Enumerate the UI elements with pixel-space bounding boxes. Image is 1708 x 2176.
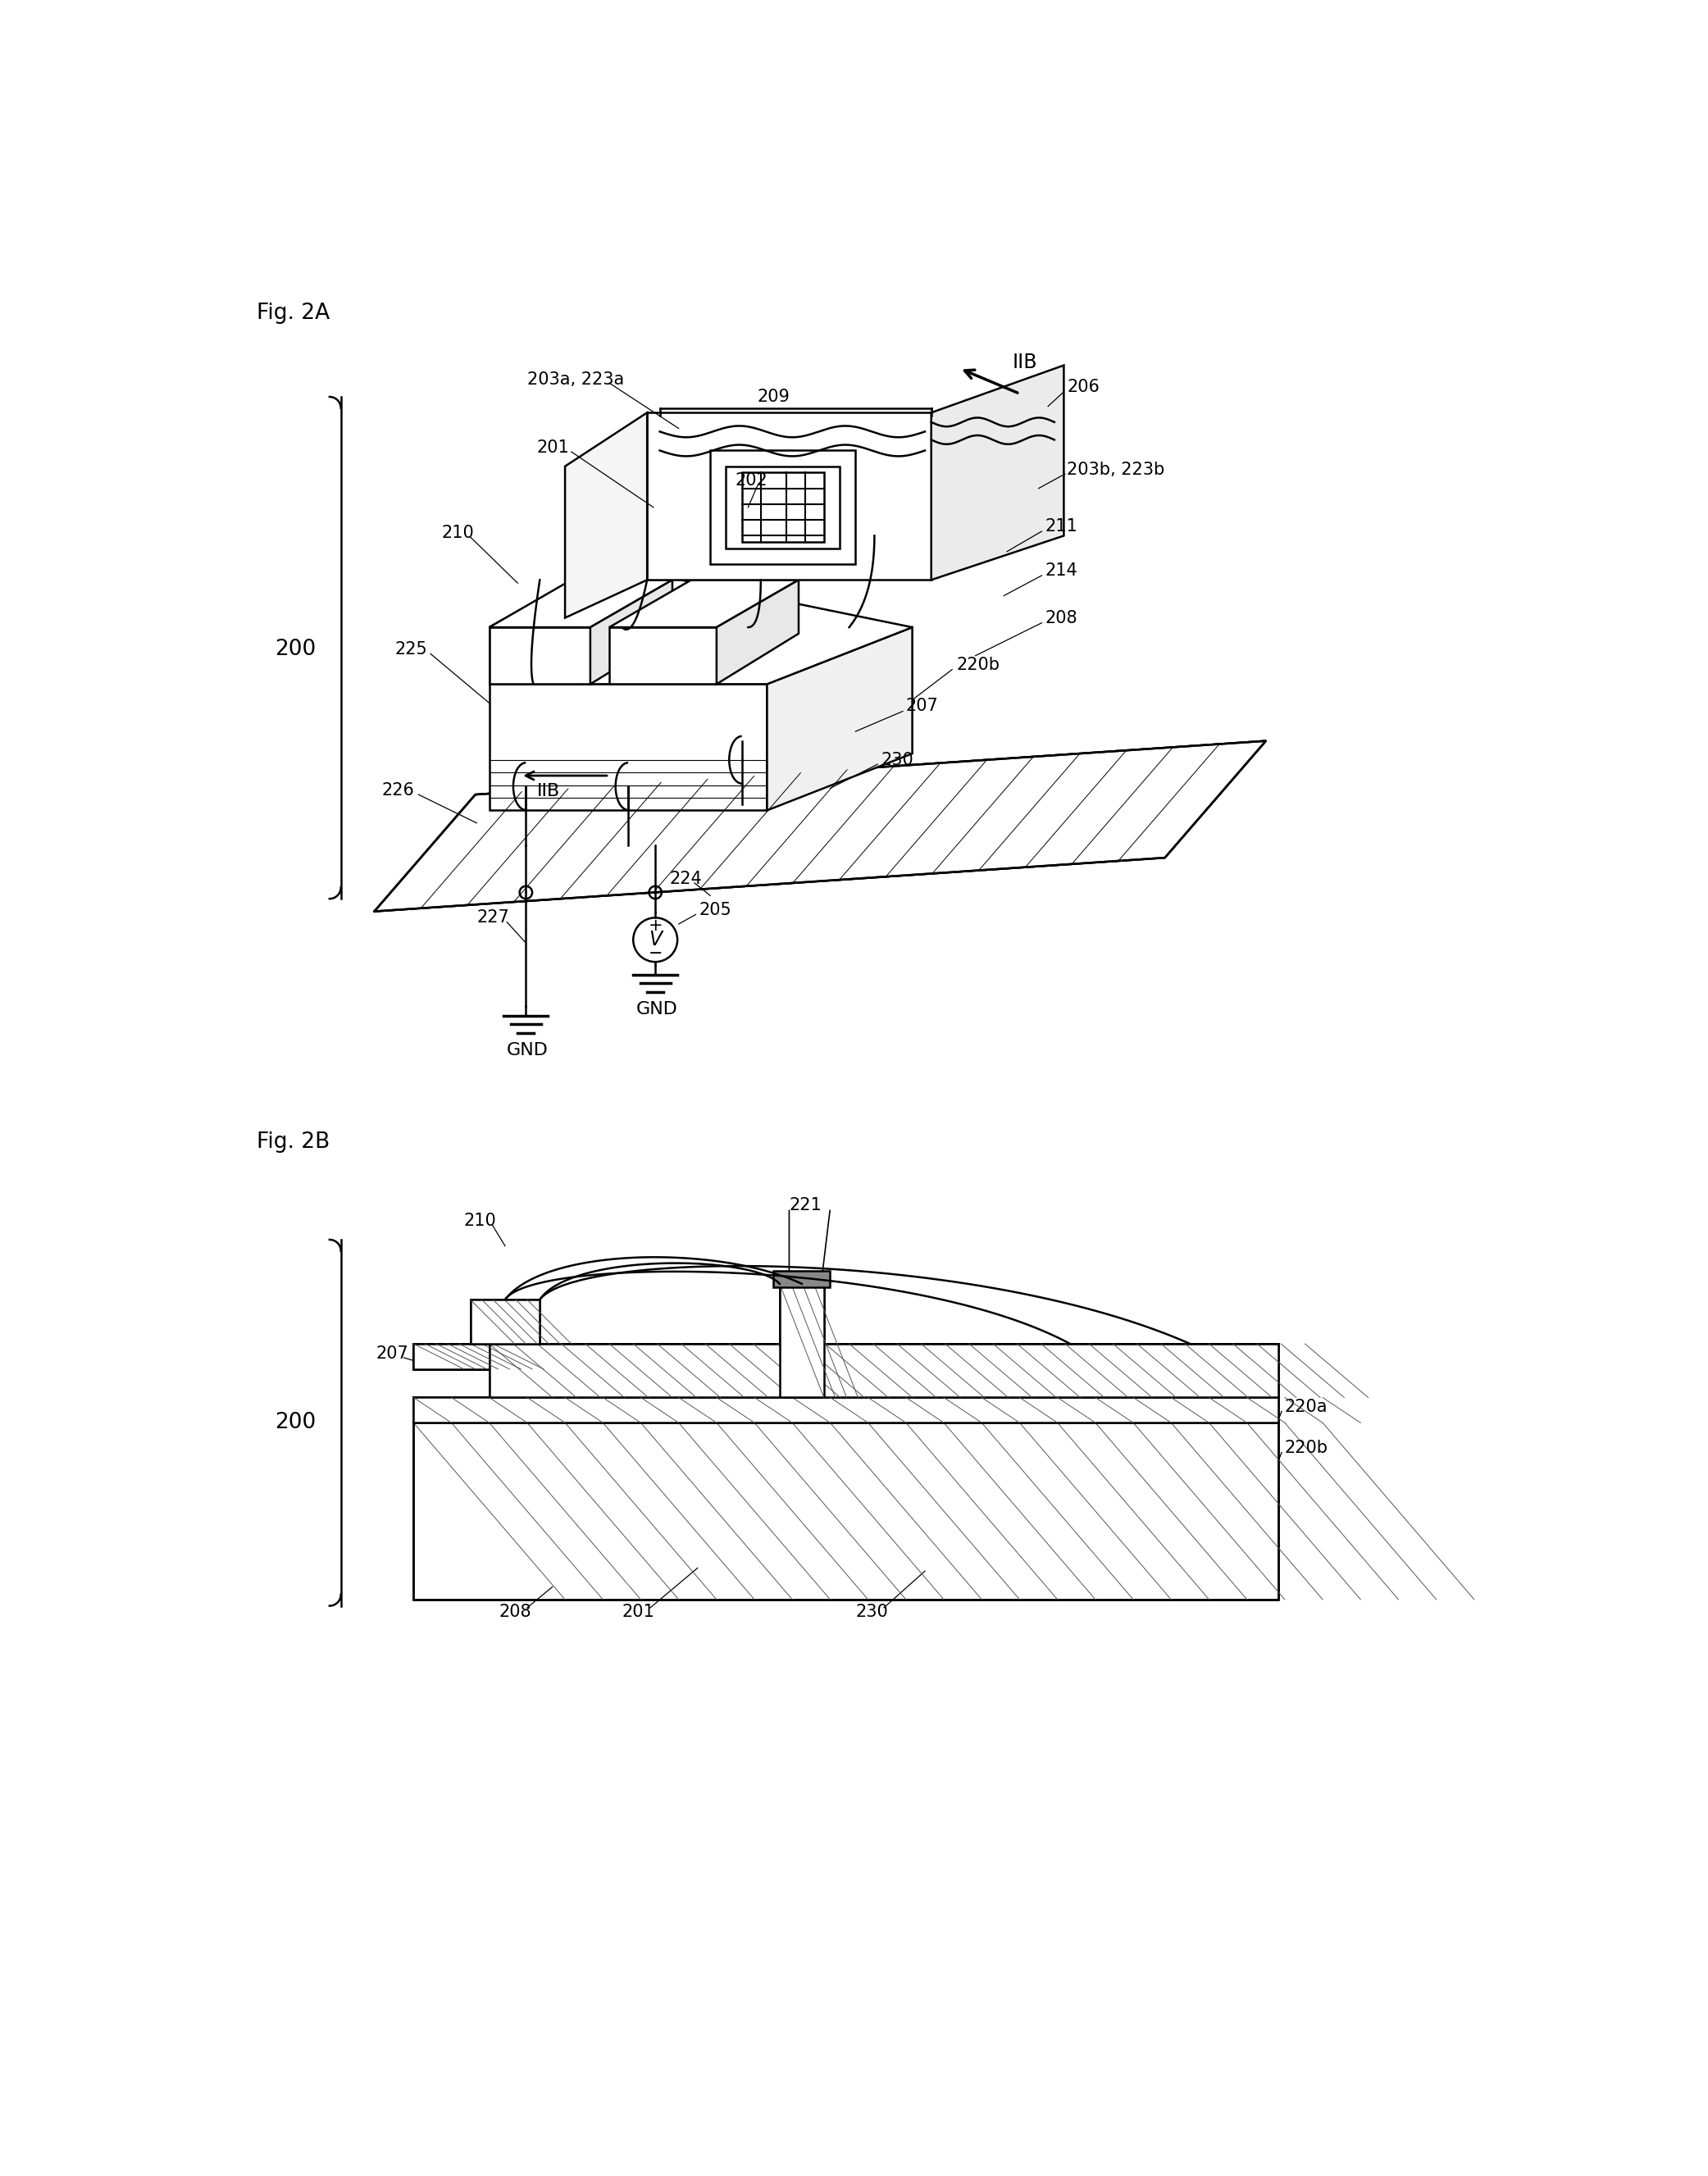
Polygon shape	[488, 581, 673, 627]
Text: +: +	[647, 918, 663, 934]
Bar	[413, 1345, 488, 1369]
Text: 208: 208	[1045, 609, 1078, 627]
Polygon shape	[374, 740, 1266, 912]
Text: 230: 230	[856, 1604, 888, 1621]
Text: 205: 205	[699, 901, 731, 918]
Bar	[413, 1397, 1279, 1423]
Polygon shape	[726, 466, 840, 548]
Text: V: V	[649, 929, 663, 949]
Bar	[413, 1423, 1279, 1599]
Text: 227: 227	[477, 910, 509, 927]
Text: 220a: 220a	[1284, 1399, 1327, 1414]
Text: 200: 200	[275, 1412, 316, 1434]
Polygon shape	[374, 740, 1266, 912]
Polygon shape	[610, 581, 799, 627]
Polygon shape	[488, 570, 912, 683]
Text: 209: 209	[758, 390, 791, 405]
Text: 203a, 223a: 203a, 223a	[528, 372, 623, 387]
Text: 201: 201	[622, 1604, 654, 1621]
Bar	[779, 1284, 823, 1397]
Bar	[488, 1345, 1279, 1397]
Polygon shape	[931, 366, 1064, 581]
Polygon shape	[711, 450, 856, 564]
Polygon shape	[610, 627, 717, 683]
Text: 208: 208	[499, 1604, 531, 1621]
Text: 220b: 220b	[1284, 1441, 1329, 1456]
Polygon shape	[591, 581, 673, 683]
Text: 207: 207	[905, 698, 939, 714]
Polygon shape	[488, 627, 591, 683]
Text: Fig. 2A: Fig. 2A	[256, 302, 330, 324]
Text: 210: 210	[465, 1212, 497, 1229]
Polygon shape	[565, 413, 647, 618]
Text: 207: 207	[376, 1345, 408, 1362]
Polygon shape	[717, 581, 799, 683]
Text: 203b, 223b: 203b, 223b	[1068, 461, 1165, 479]
Text: 202: 202	[736, 472, 769, 490]
Text: 225: 225	[395, 642, 427, 657]
Polygon shape	[488, 683, 767, 809]
Text: 206: 206	[1068, 379, 1100, 396]
Text: 201: 201	[536, 440, 569, 455]
Text: −: −	[647, 947, 663, 962]
Text: 230: 230	[881, 751, 914, 768]
Text: 221: 221	[789, 1197, 822, 1214]
Text: GND: GND	[637, 1001, 678, 1018]
Text: IIB: IIB	[1013, 353, 1037, 372]
Polygon shape	[767, 627, 912, 809]
Polygon shape	[647, 413, 931, 581]
Polygon shape	[488, 583, 656, 633]
Text: 200: 200	[275, 640, 316, 659]
Bar	[774, 1271, 830, 1286]
Text: 226: 226	[383, 781, 415, 799]
Text: 214: 214	[1045, 561, 1078, 579]
Text: IIB: IIB	[536, 783, 560, 799]
Text: 224: 224	[670, 870, 702, 888]
Polygon shape	[741, 472, 823, 542]
Polygon shape	[413, 1345, 488, 1369]
Bar	[470, 1299, 540, 1345]
Text: GND: GND	[507, 1042, 548, 1058]
Polygon shape	[488, 627, 577, 683]
Text: 210: 210	[442, 524, 475, 542]
Text: 220b: 220b	[956, 657, 999, 672]
Polygon shape	[488, 583, 656, 627]
Text: Fig. 2B: Fig. 2B	[256, 1132, 330, 1153]
Text: 211: 211	[1045, 518, 1078, 535]
